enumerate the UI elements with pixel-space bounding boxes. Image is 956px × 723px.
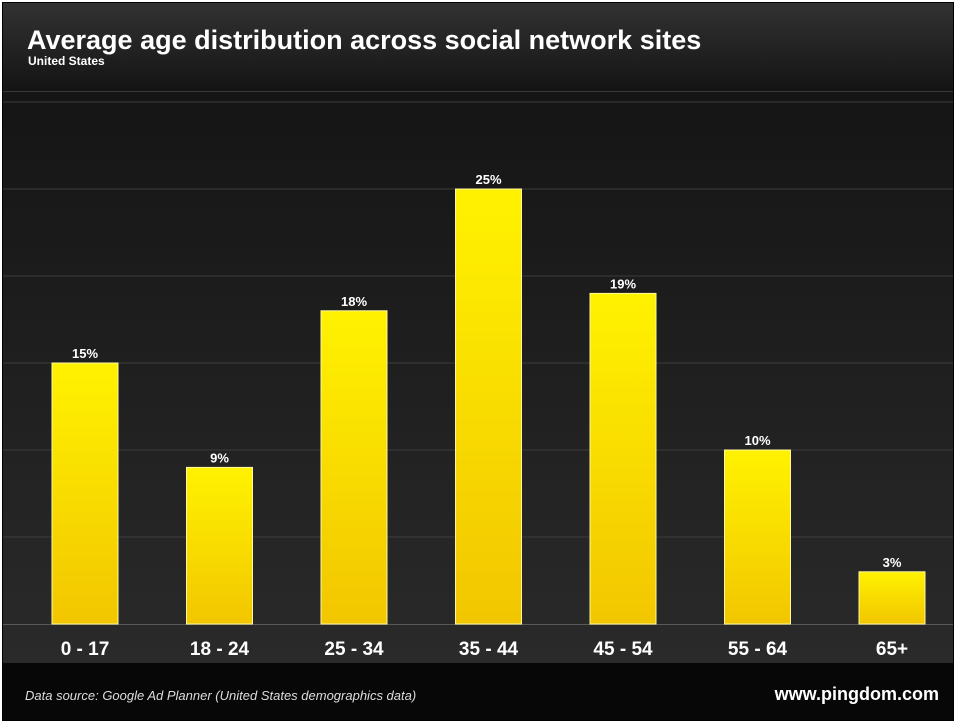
category-label: 18 - 24 bbox=[190, 639, 250, 660]
brand-url: www.pingdom.com bbox=[774, 684, 939, 704]
value-labels: 15% 9% 18% 25% 19% 10% 3% bbox=[72, 172, 902, 570]
bar-value-label: 18% bbox=[341, 294, 367, 309]
bar bbox=[724, 449, 791, 625]
bar-value-label: 25% bbox=[475, 172, 501, 187]
bar-value-label: 15% bbox=[72, 346, 98, 361]
chart-footer: Data source: Google Ad Planner (United S… bbox=[3, 663, 953, 720]
category-label: 0 - 17 bbox=[61, 639, 110, 660]
bar-value-label: 10% bbox=[744, 433, 770, 448]
bar bbox=[320, 310, 388, 625]
bar-value-label: 3% bbox=[883, 555, 902, 570]
bar-value-label: 9% bbox=[210, 450, 229, 465]
bar-value-label: 19% bbox=[610, 276, 636, 291]
chart-subtitle: United States bbox=[28, 54, 105, 68]
bar bbox=[589, 292, 657, 625]
category-label: 35 - 44 bbox=[459, 639, 519, 660]
category-labels: 0 - 17 18 - 24 25 - 34 35 - 44 45 - 54 55 - 6… bbox=[61, 639, 908, 660]
bars bbox=[51, 188, 926, 625]
chart-header: Average age distribution across social n… bbox=[3, 3, 953, 92]
bar bbox=[186, 466, 253, 625]
category-label: 25 - 34 bbox=[324, 639, 384, 660]
bar-chart: 15% 9% 18% 25% 19% 10% 3% 0 - 17 18 - 24 25 - 34… bbox=[3, 92, 953, 663]
bar bbox=[51, 362, 119, 625]
category-label: 55 - 64 bbox=[728, 639, 788, 660]
bar bbox=[858, 571, 926, 625]
data-source-note: Data source: Google Ad Planner (United S… bbox=[25, 688, 417, 703]
chart-title: Average age distribution across social n… bbox=[27, 25, 702, 55]
bar bbox=[455, 188, 522, 625]
category-label: 45 - 54 bbox=[593, 639, 653, 660]
category-label: 65+ bbox=[876, 639, 908, 660]
